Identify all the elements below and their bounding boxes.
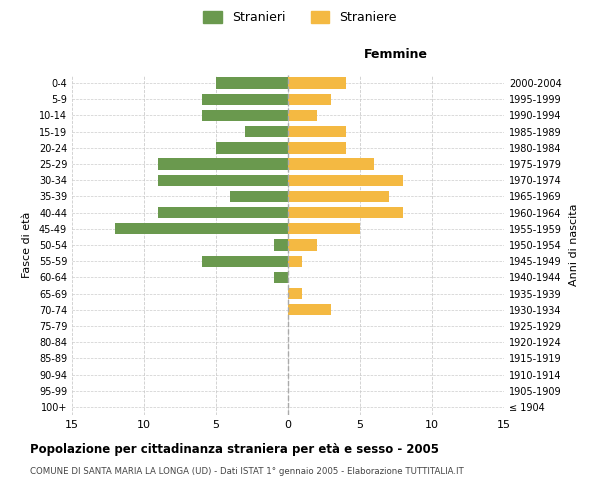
Bar	[288, 142, 346, 154]
Bar	[202, 256, 288, 267]
Bar	[288, 78, 346, 89]
Bar	[288, 126, 346, 138]
Bar	[202, 94, 288, 105]
Bar	[288, 240, 317, 250]
Bar	[216, 78, 288, 89]
Y-axis label: Anni di nascita: Anni di nascita	[569, 204, 578, 286]
Text: COMUNE DI SANTA MARIA LA LONGA (UD) - Dati ISTAT 1° gennaio 2005 - Elaborazione : COMUNE DI SANTA MARIA LA LONGA (UD) - Da…	[30, 468, 464, 476]
Bar	[288, 191, 389, 202]
Bar	[274, 272, 288, 283]
Bar	[288, 174, 403, 186]
Bar	[115, 223, 288, 234]
Text: Popolazione per cittadinanza straniera per età e sesso - 2005: Popolazione per cittadinanza straniera p…	[30, 442, 439, 456]
Bar	[245, 126, 288, 138]
Bar	[288, 110, 317, 121]
Bar	[216, 142, 288, 154]
Bar	[158, 174, 288, 186]
Bar	[288, 223, 360, 234]
Bar	[288, 304, 331, 316]
Bar	[158, 207, 288, 218]
Bar	[158, 158, 288, 170]
Bar	[288, 207, 403, 218]
Y-axis label: Fasce di età: Fasce di età	[22, 212, 32, 278]
Text: Femmine: Femmine	[364, 48, 428, 62]
Bar	[288, 256, 302, 267]
Bar	[202, 110, 288, 121]
Bar	[288, 158, 374, 170]
Legend: Stranieri, Straniere: Stranieri, Straniere	[203, 11, 397, 24]
Bar	[274, 240, 288, 250]
Bar	[288, 288, 302, 299]
Bar	[230, 191, 288, 202]
Bar	[288, 94, 331, 105]
